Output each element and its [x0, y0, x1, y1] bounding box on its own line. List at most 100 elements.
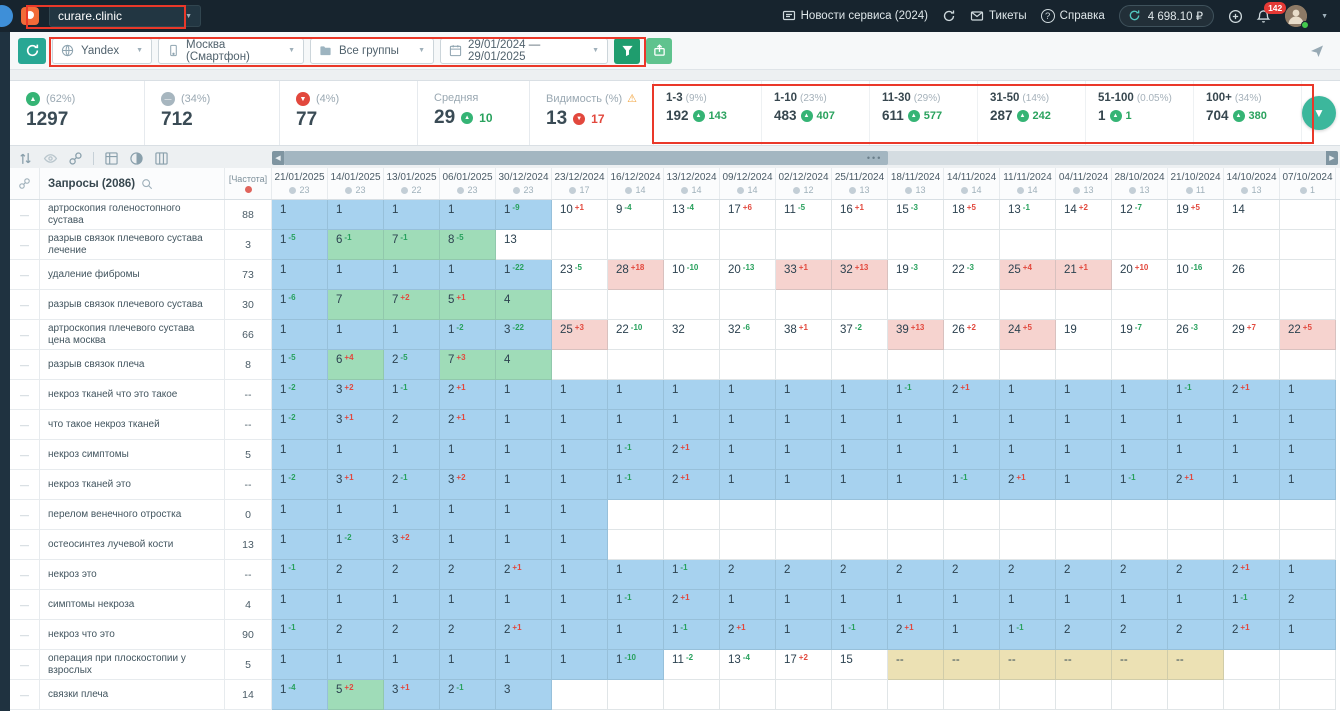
position-cell[interactable]: -- — [1000, 650, 1056, 680]
position-cell[interactable]: 2+1 — [720, 620, 776, 650]
position-cell[interactable]: 1-9 — [496, 200, 552, 230]
query-cell[interactable]: некроз что это — [40, 620, 225, 650]
date-column-header[interactable]: 21/01/202523 — [272, 168, 328, 199]
position-cell[interactable]: 1 — [608, 620, 664, 650]
position-cell[interactable]: 18+5 — [944, 200, 1000, 230]
position-cell[interactable]: 13-4 — [664, 200, 720, 230]
position-cell[interactable]: 1-2 — [440, 320, 496, 350]
query-cell[interactable]: операция при плоскостопии у взрослых — [40, 650, 225, 680]
position-cell[interactable]: 1 — [552, 440, 608, 470]
scroll-left-button[interactable]: ◀ — [272, 151, 284, 165]
position-cell[interactable]: 1 — [384, 320, 440, 350]
position-cell[interactable]: 1-1 — [1168, 380, 1224, 410]
position-cell[interactable]: 1 — [552, 410, 608, 440]
query-cell[interactable]: перелом венечного отростка — [40, 500, 225, 530]
position-cell[interactable]: 3+1 — [384, 680, 440, 710]
position-cell[interactable]: 1 — [440, 530, 496, 560]
position-group-100+[interactable]: 100+(34%)704▲380 — [1194, 81, 1302, 145]
query-cell[interactable]: некроз тканей это — [40, 470, 225, 500]
position-cell[interactable]: 3+2 — [384, 530, 440, 560]
position-cell[interactable]: 2+1 — [664, 590, 720, 620]
position-cell[interactable]: 2 — [1056, 560, 1112, 590]
date-column-header[interactable]: 04/11/202413 — [1056, 168, 1112, 199]
position-cell[interactable]: 1 — [664, 380, 720, 410]
position-cell[interactable]: 1 — [552, 560, 608, 590]
position-cell[interactable]: 2 — [1000, 560, 1056, 590]
position-cell[interactable]: 1-1 — [1112, 470, 1168, 500]
position-cell[interactable]: 32-6 — [720, 320, 776, 350]
notifications-bell[interactable]: 142 — [1256, 9, 1271, 24]
position-cell[interactable]: 1-1 — [272, 560, 328, 590]
position-cell[interactable]: 1 — [496, 440, 552, 470]
row-handle[interactable]: — — [10, 380, 40, 410]
account-chevron-icon[interactable]: ▼ — [1321, 13, 1328, 20]
position-cell[interactable]: 1 — [1280, 410, 1336, 440]
queries-column-header[interactable]: Запросы (2086) — [40, 168, 225, 199]
position-cell[interactable]: 1 — [1224, 410, 1280, 440]
position-cell[interactable]: 5+1 — [440, 290, 496, 320]
position-cell[interactable]: -- — [944, 650, 1000, 680]
position-cell[interactable]: 1 — [384, 440, 440, 470]
position-cell[interactable]: 1 — [832, 590, 888, 620]
tickets-link[interactable]: Тикеты — [970, 9, 1027, 23]
position-cell[interactable]: 2 — [328, 560, 384, 590]
position-cell[interactable]: 1-10 — [608, 650, 664, 680]
position-cell[interactable]: 1-1 — [1224, 590, 1280, 620]
position-cell[interactable]: 1 — [272, 530, 328, 560]
position-cell[interactable]: 1-1 — [608, 590, 664, 620]
position-cell[interactable]: 1 — [496, 650, 552, 680]
position-cell[interactable]: 1-1 — [664, 620, 720, 650]
export-button[interactable] — [646, 38, 672, 64]
position-cell[interactable]: 1 — [720, 470, 776, 500]
position-cell[interactable]: 1 — [1056, 380, 1112, 410]
position-cell[interactable]: 19-7 — [1112, 320, 1168, 350]
columns-icon[interactable] — [154, 151, 169, 166]
position-cell[interactable]: 9-4 — [608, 200, 664, 230]
position-cell[interactable]: 1 — [272, 500, 328, 530]
row-handle[interactable]: — — [10, 200, 40, 230]
position-cell[interactable]: 2 — [944, 560, 1000, 590]
position-cell[interactable]: 29+7 — [1224, 320, 1280, 350]
position-cell[interactable]: 1-2 — [272, 380, 328, 410]
position-cell[interactable]: 1 — [776, 380, 832, 410]
avatar[interactable] — [1285, 5, 1307, 27]
position-cell[interactable]: 2+1 — [496, 560, 552, 590]
position-cell[interactable]: 1 — [664, 410, 720, 440]
position-group-11-30[interactable]: 11-30(29%)611▲577 — [870, 81, 978, 145]
position-cell[interactable]: 1 — [496, 380, 552, 410]
position-cell[interactable]: 1-22 — [496, 260, 552, 290]
position-cell[interactable]: 1 — [328, 500, 384, 530]
row-handle[interactable]: — — [10, 440, 40, 470]
position-cell[interactable]: -- — [1168, 650, 1224, 680]
collapse-summary-button[interactable]: ▼ — [1302, 96, 1336, 130]
position-cell[interactable]: 26+2 — [944, 320, 1000, 350]
position-group-51-100[interactable]: 51-100(0.05%)1▲1 — [1086, 81, 1194, 145]
position-cell[interactable]: 1 — [328, 650, 384, 680]
position-cell[interactable]: 1-5 — [272, 230, 328, 260]
position-cell[interactable]: 1 — [496, 470, 552, 500]
position-cell[interactable]: 1 — [1168, 410, 1224, 440]
position-cell[interactable]: 2+1 — [440, 380, 496, 410]
position-cell[interactable]: 2 — [328, 620, 384, 650]
row-handle[interactable]: — — [10, 410, 40, 440]
position-cell[interactable]: 1 — [1280, 620, 1336, 650]
position-cell[interactable]: 1 — [496, 500, 552, 530]
position-cell[interactable]: 1 — [1056, 470, 1112, 500]
date-column-header[interactable]: 02/12/202412 — [776, 168, 832, 199]
position-cell[interactable]: 3+2 — [440, 470, 496, 500]
row-handle[interactable]: — — [10, 230, 40, 260]
position-cell[interactable]: 1-1 — [608, 470, 664, 500]
position-cell[interactable]: 4 — [496, 290, 552, 320]
row-handle[interactable]: — — [10, 680, 40, 710]
position-cell[interactable]: 1 — [552, 530, 608, 560]
position-cell[interactable]: 1 — [888, 410, 944, 440]
position-cell[interactable]: 2 — [1168, 620, 1224, 650]
position-cell[interactable]: 14+2 — [1056, 200, 1112, 230]
position-cell[interactable]: 1 — [776, 440, 832, 470]
stat-improved[interactable]: ▲ (62%) 1297 — [10, 81, 145, 145]
help-link[interactable]: ? Справка — [1041, 9, 1105, 23]
position-cell[interactable]: 3+1 — [328, 410, 384, 440]
position-cell[interactable]: 1 — [552, 590, 608, 620]
position-cell[interactable]: 25+4 — [1000, 260, 1056, 290]
position-cell[interactable]: 1 — [1224, 470, 1280, 500]
